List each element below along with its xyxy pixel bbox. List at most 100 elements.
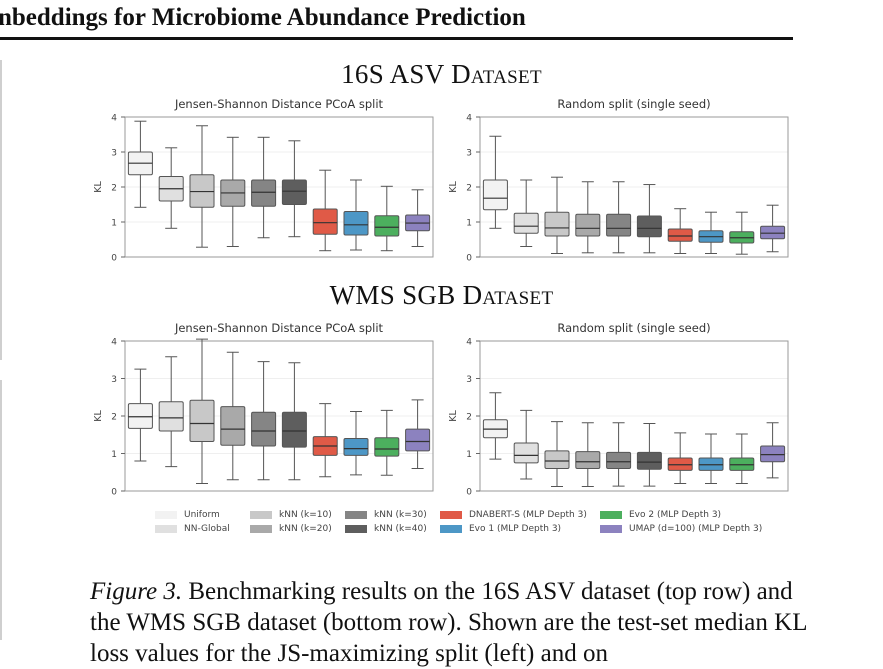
y-tick-label: 3 (111, 149, 117, 159)
legend-swatch (600, 525, 622, 533)
box-kNN (k=30) (606, 451, 632, 469)
box-kNN (k=40) (636, 451, 662, 470)
box-kNN (k=20) (575, 213, 601, 237)
legend-label: kNN (k=30) (374, 510, 427, 520)
y-tick-label: 2 (466, 184, 472, 194)
chart-title: Random split (single seed) (557, 321, 710, 335)
box-kNN (k=20) (220, 406, 246, 446)
y-tick-label: 0 (466, 254, 472, 264)
box-UMAP (d=100) (MLP Depth 3) (760, 225, 786, 240)
y-tick-label: 0 (466, 488, 472, 498)
legend-swatch (345, 525, 367, 533)
y-tick-label: 4 (466, 114, 472, 124)
y-axis-label: KL (448, 410, 459, 422)
legend-label: kNN (k=10) (279, 510, 332, 520)
y-axis-label: KL (93, 181, 104, 193)
legend-swatch (440, 511, 462, 519)
legend-item: kNN (k=10) (250, 510, 332, 520)
legend-label: NN-Global (184, 524, 230, 534)
chart-title: Random split (single seed) (557, 97, 710, 111)
legend-label: Evo 2 (MLP Depth 3) (629, 510, 722, 520)
legend-label: UMAP (d=100) (MLP Depth 3) (629, 524, 763, 534)
page-edge-line (0, 380, 2, 640)
box-kNN (k=10) (544, 211, 570, 237)
box-kNN (k=30) (251, 179, 277, 207)
chart-wms-js-split: Jensen-Shannon Distance PCoA split 0 1 2 3 4 K… (93, 321, 434, 498)
y-tick-label: 4 (466, 338, 472, 348)
legend-item: UMAP (d=100) (MLP Depth 3) (600, 524, 762, 534)
box-Evo 2 (MLP Depth 3) (374, 437, 400, 457)
legend-swatch (440, 525, 462, 533)
chart-title: Jensen-Shannon Distance PCoA split (174, 97, 384, 111)
box-Uniform (482, 179, 508, 211)
legend-item: DNABERT-S (MLP Depth 3) (440, 510, 587, 520)
box-Evo 1 (MLP Depth 3) (343, 211, 369, 236)
box-DNABERT-S (MLP Depth 3) (667, 228, 693, 242)
legend-swatch (250, 525, 272, 533)
legend-label: Uniform (184, 510, 220, 520)
box-kNN (k=40) (636, 215, 662, 238)
figure-caption-label: Figure 3. (90, 578, 183, 605)
page-edge-line (0, 60, 2, 360)
legend-swatch (155, 511, 177, 519)
legend-item: Evo 2 (MLP Depth 3) (600, 510, 721, 520)
box-NN-Global (158, 401, 184, 432)
box-UMAP (d=100) (MLP Depth 3) (760, 445, 786, 463)
legend-item: kNN (k=40) (345, 524, 427, 534)
y-axis-label: KL (93, 410, 104, 422)
running-header: nbeddings for Microbiome Abundance Predi… (0, 4, 526, 31)
y-tick-label: 1 (111, 219, 117, 229)
header-rule (0, 37, 793, 40)
legend-item: Evo 1 (MLP Depth 3) (440, 524, 561, 534)
box-kNN (k=10) (544, 450, 570, 469)
y-tick-label: 1 (111, 450, 117, 460)
legend-label: DNABERT-S (MLP Depth 3) (469, 510, 587, 520)
box-NN-Global (513, 212, 539, 234)
legend-item: NN-Global (155, 524, 230, 534)
section-title-16s-prefix: 16S ASV (341, 59, 452, 89)
y-tick-label: 0 (111, 488, 117, 498)
box-kNN (k=40) (281, 179, 307, 205)
y-tick-label: 3 (466, 375, 472, 385)
box-kNN (k=40) (281, 411, 307, 448)
y-tick-label: 2 (111, 413, 117, 423)
chart-legend: Uniform NN-Global kNN (k=10) kNN (k=20) kNN … (155, 510, 795, 540)
box-kNN (k=20) (575, 451, 601, 469)
chart-16s-js-split: Jensen-Shannon Distance PCoA split 0 1 2 3 4 K… (93, 97, 434, 264)
legend-label: kNN (k=40) (374, 524, 427, 534)
legend-label: kNN (k=20) (279, 524, 332, 534)
figure-caption: Figure 3. Benchmarking results on the 16… (90, 576, 810, 669)
y-tick-label: 1 (466, 219, 472, 229)
box-Evo 1 (MLP Depth 3) (343, 438, 369, 456)
legend-swatch (345, 511, 367, 519)
y-tick-label: 3 (111, 375, 117, 385)
section-title-wms: WMS SGB Dataset (0, 280, 883, 311)
box-kNN (k=30) (606, 213, 632, 237)
box-UMAP (d=100) (MLP Depth 3) (405, 428, 431, 452)
y-tick-label: 1 (466, 450, 472, 460)
y-axis-label: KL (448, 181, 459, 193)
section-title-wms-prefix: WMS SGB (329, 280, 463, 310)
box-kNN (k=30) (251, 411, 277, 447)
section-title-16s-caps: Dataset (451, 59, 542, 89)
chart-wms-random-split: Random split (single seed) 0 1 2 3 4 KL (448, 321, 789, 498)
y-tick-label: 0 (111, 254, 117, 264)
figure-caption-text: Benchmarking results on the 16S ASV data… (90, 578, 807, 667)
legend-swatch (600, 511, 622, 519)
legend-label: Evo 1 (MLP Depth 3) (469, 524, 562, 534)
legend-item: Uniform (155, 510, 220, 520)
section-title-wms-caps: Dataset (462, 280, 554, 310)
chart-title: Jensen-Shannon Distance PCoA split (174, 321, 384, 335)
box-DNABERT-S (MLP Depth 3) (312, 208, 338, 235)
box-kNN (k=10) (189, 399, 215, 442)
legend-item: kNN (k=30) (345, 510, 427, 520)
section-title-16s: 16S ASV Dataset (0, 59, 883, 90)
y-tick-label: 3 (466, 149, 472, 159)
chart-16s-random-split: Random split (single seed) 0 1 2 3 4 KL (448, 97, 789, 264)
legend-swatch (250, 511, 272, 519)
y-tick-label: 2 (466, 413, 472, 423)
y-tick-label: 4 (111, 338, 117, 348)
box-Uniform (127, 403, 153, 429)
box-Evo 2 (MLP Depth 3) (374, 215, 400, 237)
box-NN-Global (513, 442, 539, 464)
